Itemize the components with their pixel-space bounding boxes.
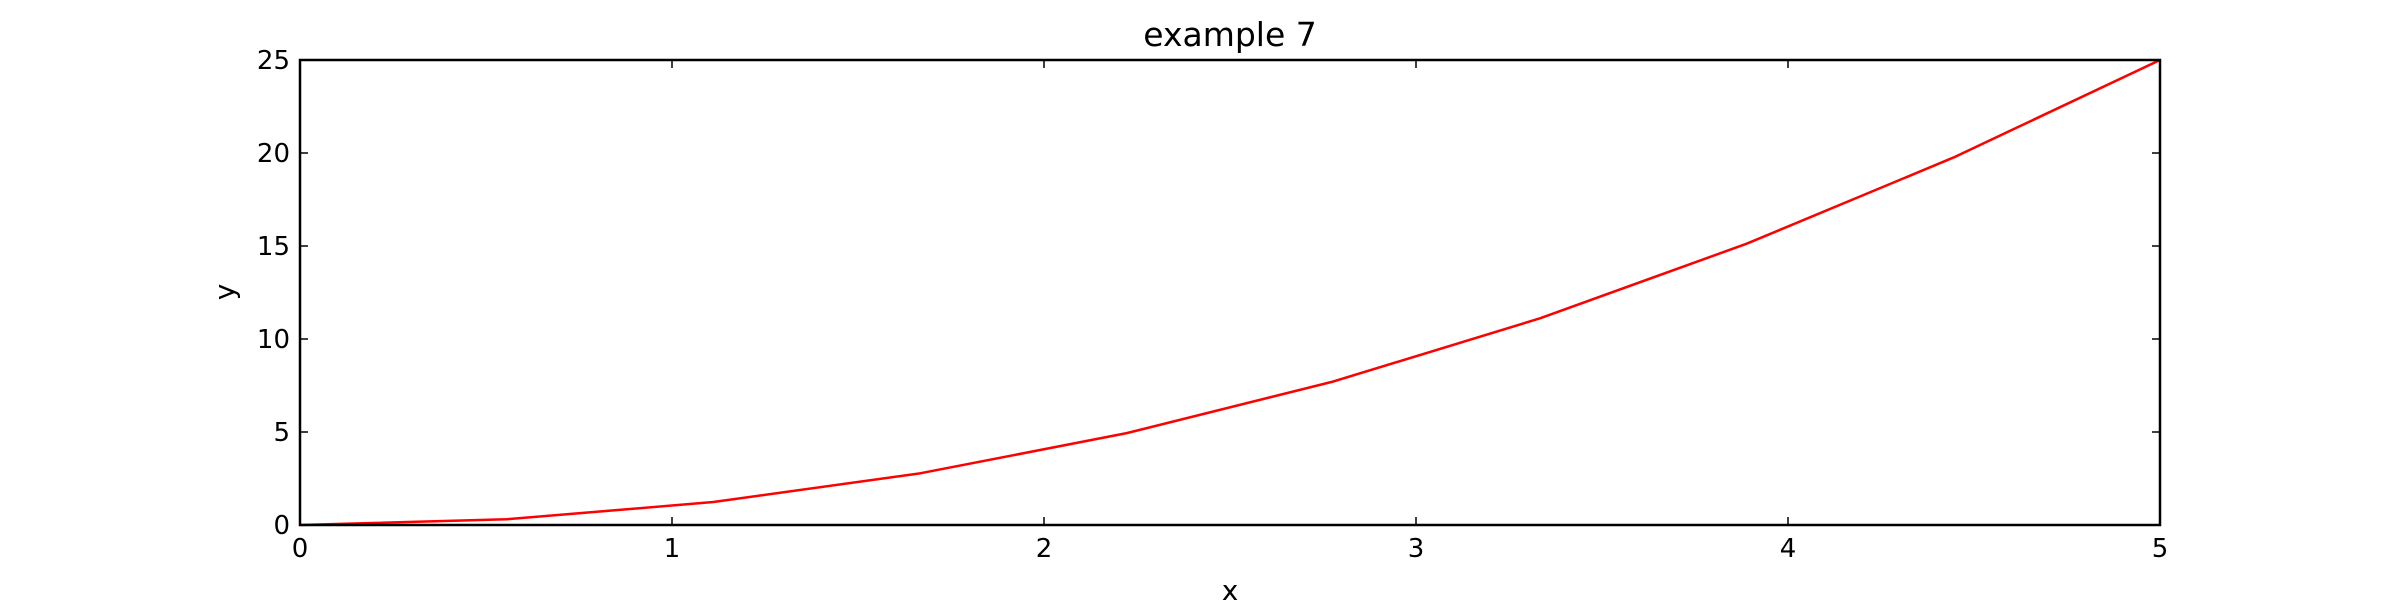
x-axis-label: x xyxy=(1222,574,1239,600)
plot-frame xyxy=(298,58,2162,527)
y-axis-label: y xyxy=(208,284,241,301)
y-tick-label: 10 xyxy=(257,325,290,355)
y-tick-label: 5 xyxy=(273,418,290,448)
y-tick-label: 0 xyxy=(273,511,290,541)
y-tick-label: 20 xyxy=(257,139,290,169)
x-tick-label: 1 xyxy=(664,534,681,564)
x-tick-label: 2 xyxy=(1036,534,1053,564)
chart-title: example 7 xyxy=(1143,15,1317,54)
x-tick-label: 0 xyxy=(292,534,309,564)
series-line xyxy=(299,58,2161,527)
x-tick-label: 5 xyxy=(2152,534,2169,564)
y-tick-label: 25 xyxy=(257,46,290,76)
series-layer xyxy=(299,58,2161,527)
x-tick-label: 3 xyxy=(1408,534,1425,564)
x-tick-label: 4 xyxy=(1780,534,1797,564)
y-tick-label: 15 xyxy=(257,232,290,262)
